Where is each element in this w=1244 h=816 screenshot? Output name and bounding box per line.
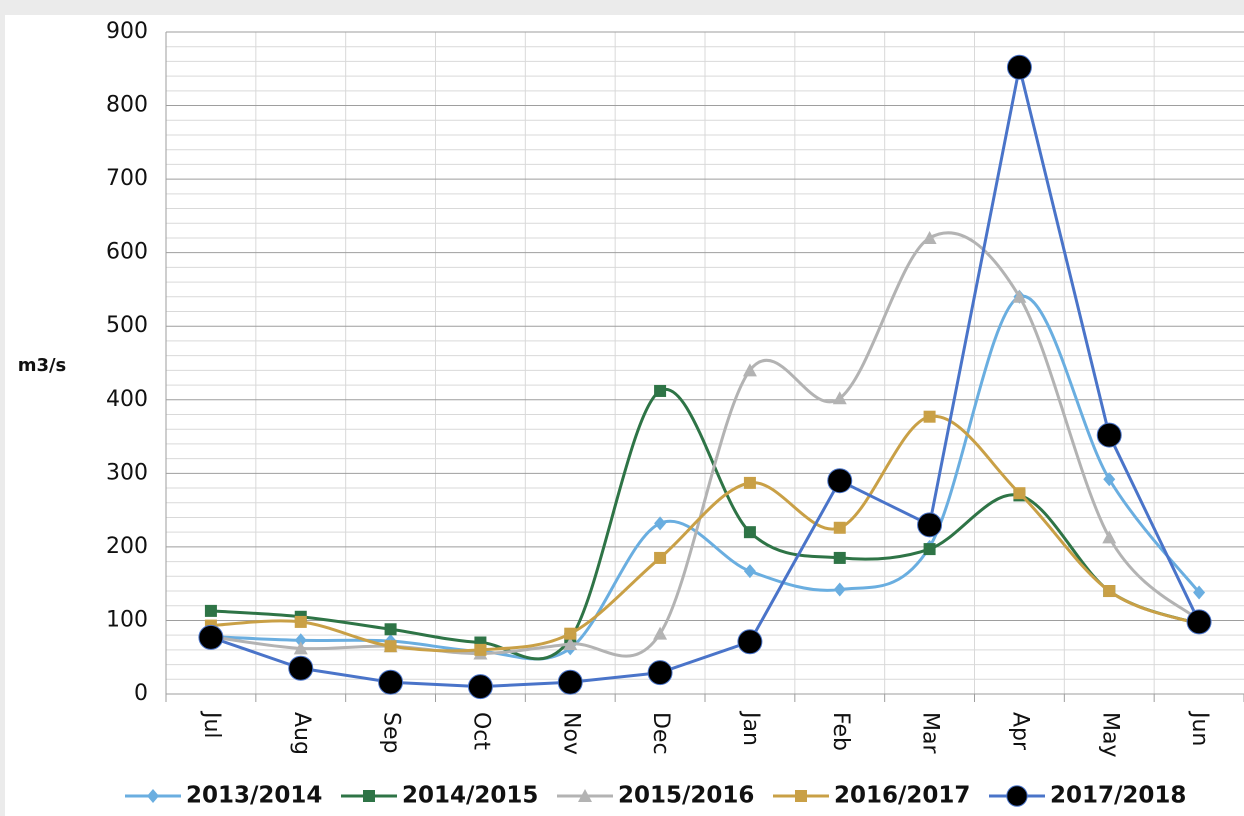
marker — [293, 641, 308, 655]
marker — [743, 564, 756, 579]
marker — [1193, 585, 1206, 600]
x-tick-label: Nov — [558, 712, 583, 755]
marker — [917, 512, 943, 538]
y-tick-label: 900 — [106, 19, 148, 44]
marker — [743, 526, 756, 539]
series — [198, 54, 1212, 700]
legend-item: 2017/2018 — [989, 783, 1186, 809]
legend-marker — [578, 789, 592, 802]
x-tick-label: Jul — [199, 710, 224, 739]
marker — [384, 623, 397, 636]
y-tick-label: 500 — [106, 313, 148, 338]
x-tick-label: Apr — [1007, 712, 1032, 751]
series-line — [210, 66, 1201, 689]
marker — [827, 468, 853, 494]
legend-marker — [1006, 785, 1028, 807]
marker — [378, 669, 404, 695]
x-tick-label: Mar — [918, 712, 943, 754]
marker — [1013, 487, 1026, 500]
marker — [563, 636, 578, 650]
marker — [198, 624, 224, 650]
marker — [737, 629, 763, 655]
y-tick-label: 200 — [106, 534, 148, 559]
legend-marker — [147, 789, 159, 803]
legend-item: 2015/2016 — [557, 783, 754, 809]
x-tick-label: Aug — [289, 712, 314, 755]
marker — [384, 640, 397, 653]
x-tick-label: Oct — [468, 712, 493, 750]
marker — [833, 521, 846, 534]
x-tick-label: Jan — [738, 710, 763, 746]
y-tick-label: 700 — [106, 166, 148, 191]
legend-marker — [363, 790, 375, 802]
marker — [833, 551, 846, 564]
y-tick-label: 300 — [106, 460, 148, 485]
x-tick-label: May — [1097, 712, 1122, 757]
legend-label: 2017/2018 — [1050, 783, 1186, 809]
marker — [922, 230, 937, 244]
legend-label: 2015/2016 — [618, 783, 754, 809]
marker — [832, 391, 847, 405]
marker — [557, 669, 583, 695]
y-tick-label: 0 — [134, 681, 148, 706]
legend-label: 2014/2015 — [402, 783, 538, 809]
legend-item: 2014/2015 — [341, 783, 538, 809]
marker — [564, 627, 577, 640]
marker — [1103, 472, 1116, 487]
x-tick-label: Jun — [1187, 710, 1212, 746]
series — [204, 289, 1206, 661]
legend-marker — [795, 790, 807, 802]
legend-label: 2013/2014 — [186, 783, 322, 809]
marker — [1012, 289, 1027, 303]
marker — [294, 615, 307, 628]
marker — [1103, 585, 1116, 598]
marker — [742, 363, 757, 377]
marker — [474, 643, 487, 656]
marker — [654, 384, 667, 397]
x-tick-label: Dec — [648, 712, 673, 755]
marker — [647, 660, 673, 686]
marker — [1006, 54, 1032, 80]
marker — [288, 655, 314, 681]
legend-item: 2013/2014 — [125, 783, 322, 809]
y-tick-label: 600 — [106, 240, 148, 265]
y-axis-title: m3/s — [18, 355, 67, 376]
marker — [294, 633, 307, 648]
chart-background — [5, 15, 1244, 816]
y-tick-label: 800 — [106, 93, 148, 118]
marker — [1096, 422, 1122, 448]
marker — [204, 604, 217, 617]
marker — [1186, 609, 1212, 635]
marker — [743, 476, 756, 489]
x-tick-label: Feb — [828, 712, 853, 751]
marker — [653, 626, 668, 640]
marker — [923, 543, 936, 556]
marker — [654, 551, 667, 564]
y-tick-label: 400 — [106, 387, 148, 412]
marker — [1102, 530, 1117, 544]
marker — [654, 516, 667, 531]
legend-label: 2016/2017 — [834, 783, 970, 809]
legend-item: 2016/2017 — [773, 783, 970, 809]
marker — [467, 674, 493, 700]
y-tick-label: 100 — [106, 607, 148, 632]
marker — [833, 582, 846, 597]
x-tick-label: Sep — [379, 712, 404, 753]
marker — [923, 410, 936, 423]
